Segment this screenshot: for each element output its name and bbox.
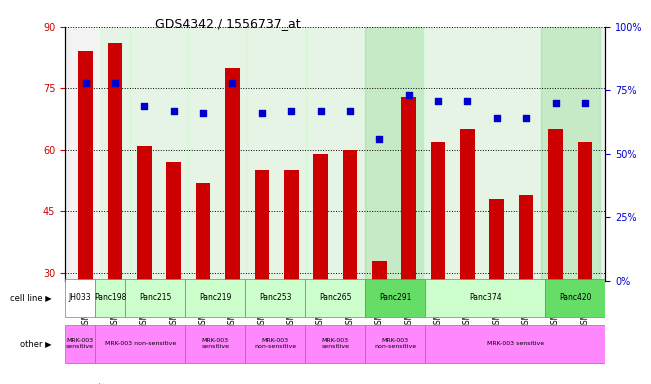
Point (139, 103, 150, 109)
Text: JH033: JH033 (69, 293, 91, 302)
Text: Panc374: Panc374 (469, 293, 502, 302)
Point (227, 80, 238, 86)
Point (315, 108, 326, 114)
Bar (78, 51, 93, 281)
Point (286, 108, 296, 114)
Bar (107, 43, 122, 281)
Text: Panc215: Panc215 (139, 293, 171, 302)
Text: MRK-003
sensitive: MRK-003 sensitive (66, 338, 94, 349)
Point (462, 98, 473, 104)
Bar (342, 150, 357, 281)
Text: Panc291: Panc291 (379, 293, 411, 302)
FancyBboxPatch shape (95, 325, 185, 362)
Bar (313, 154, 328, 281)
Bar (100, 27, 130, 281)
Bar (196, 183, 210, 281)
Bar (247, 27, 306, 281)
Text: MRK-003 sensitive: MRK-003 sensitive (487, 341, 544, 346)
Bar (372, 260, 387, 281)
Point (433, 98, 443, 104)
Bar (167, 162, 181, 281)
Bar (548, 129, 563, 281)
Point (345, 108, 355, 114)
Bar (431, 142, 445, 281)
Point (256, 110, 267, 116)
Text: Panc219: Panc219 (199, 293, 231, 302)
Text: cell line ▶: cell line ▶ (10, 293, 52, 302)
FancyBboxPatch shape (185, 325, 245, 362)
FancyBboxPatch shape (65, 279, 95, 316)
Point (404, 93, 414, 99)
FancyBboxPatch shape (245, 279, 305, 316)
Point (579, 100, 590, 106)
Text: GDS4342 / 1556737_at: GDS4342 / 1556737_at (155, 17, 301, 30)
Text: other ▶: other ▶ (20, 339, 52, 348)
Bar (284, 170, 299, 281)
Bar (460, 129, 475, 281)
Text: Panc265: Panc265 (319, 293, 352, 302)
Bar (71, 27, 100, 281)
FancyBboxPatch shape (125, 279, 185, 316)
Bar (130, 27, 188, 281)
Bar (137, 146, 152, 281)
Text: Panc253: Panc253 (259, 293, 292, 302)
Point (374, 136, 385, 142)
Point (521, 115, 531, 121)
FancyBboxPatch shape (425, 325, 605, 362)
Bar (519, 195, 533, 281)
Bar (490, 199, 504, 281)
Point (81, 80, 91, 86)
Text: MRK-003
non-sensitive: MRK-003 non-sensitive (374, 338, 417, 349)
FancyBboxPatch shape (365, 325, 425, 362)
Bar (541, 27, 600, 281)
Bar (401, 96, 416, 281)
Bar (255, 170, 270, 281)
Bar (365, 27, 423, 281)
FancyBboxPatch shape (245, 325, 305, 362)
Text: MRK-003 non-sensitive: MRK-003 non-sensitive (105, 341, 176, 346)
Text: Panc198: Panc198 (94, 293, 126, 302)
FancyBboxPatch shape (305, 325, 365, 362)
Point (169, 108, 179, 114)
Text: MRK-003
sensitive: MRK-003 sensitive (321, 338, 350, 349)
Text: MRK-003
sensitive: MRK-003 sensitive (201, 338, 229, 349)
FancyBboxPatch shape (365, 279, 425, 316)
Bar (225, 68, 240, 281)
Point (492, 115, 502, 121)
Bar (577, 142, 592, 281)
Bar (423, 27, 541, 281)
FancyBboxPatch shape (95, 279, 125, 316)
Text: Panc420: Panc420 (559, 293, 592, 302)
FancyBboxPatch shape (305, 279, 365, 316)
Point (550, 100, 561, 106)
Text: MRK-003
non-sensitive: MRK-003 non-sensitive (254, 338, 296, 349)
Bar (188, 27, 247, 281)
FancyBboxPatch shape (185, 279, 245, 316)
Point (110, 80, 120, 86)
Text: count: count (78, 383, 102, 384)
FancyBboxPatch shape (425, 279, 546, 316)
FancyBboxPatch shape (546, 279, 605, 316)
FancyBboxPatch shape (65, 325, 95, 362)
Text: ■: ■ (65, 383, 74, 384)
Point (198, 110, 208, 116)
Bar (306, 27, 365, 281)
